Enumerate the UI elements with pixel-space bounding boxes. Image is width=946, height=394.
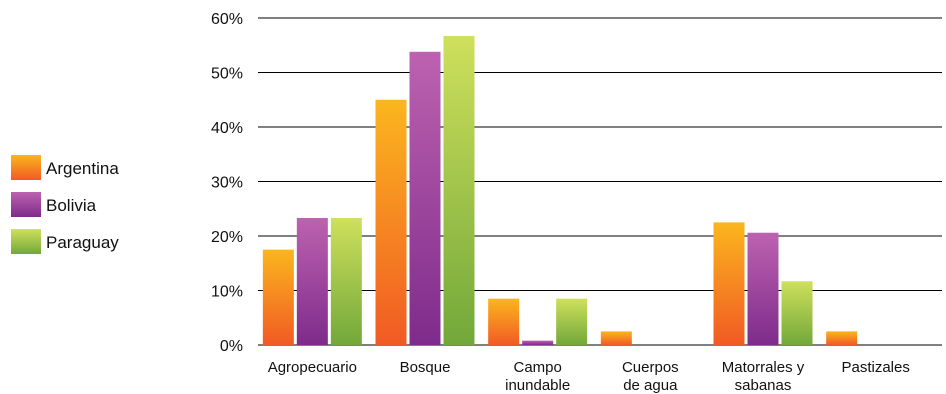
x-tick-label: Agropecuario — [268, 359, 357, 376]
y-tick-label: 30% — [211, 175, 243, 192]
bar-bolivia — [747, 232, 779, 345]
x-tick-label: Matorrales y sabanas — [722, 359, 805, 394]
legend-swatch-bolivia — [11, 192, 41, 217]
legend-label-paraguay: Paraguay — [46, 233, 119, 252]
x-tick-label: Bosque — [400, 359, 451, 376]
y-tick-label: 50% — [211, 66, 243, 83]
bar-paraguay — [443, 35, 475, 346]
bar-argentina — [600, 331, 632, 345]
legend: Argentina Bolivia Paraguay — [11, 155, 119, 254]
y-tick-label: 60% — [211, 11, 243, 28]
bar-argentina — [375, 99, 407, 345]
bar-paraguay — [781, 281, 813, 345]
y-tick-label: 20% — [211, 229, 243, 246]
legend-label-argentina: Argentina — [46, 159, 119, 178]
bar-argentina — [713, 222, 745, 345]
x-tick-label: Campo inundable — [505, 359, 570, 394]
bar-argentina — [262, 249, 294, 345]
x-tick-label: Cuerpos de agua — [622, 359, 679, 394]
bar-bolivia — [409, 51, 441, 345]
gridlines — [258, 17, 942, 346]
x-axis: Agropecuario Bosque Campo inundable Cuerpos d… — [268, 359, 910, 394]
y-tick-label: 10% — [211, 284, 243, 301]
x-tick-label: Pastizales — [841, 359, 909, 376]
bar-paraguay — [556, 298, 588, 345]
legend-swatch-paraguay — [11, 229, 41, 254]
legend-label-bolivia: Bolivia — [46, 196, 97, 215]
bar-argentina — [488, 298, 520, 345]
legend-swatch-argentina — [11, 155, 41, 180]
y-tick-label: 40% — [211, 120, 243, 137]
bar-bolivia — [522, 340, 554, 345]
bar-argentina — [826, 331, 858, 345]
bars — [262, 35, 858, 346]
y-axis: 0% 10% 20% 30% 40% 50% 60% — [211, 11, 243, 355]
bar-paraguay — [330, 218, 362, 345]
bar-bolivia — [296, 218, 328, 345]
y-tick-label: 0% — [220, 338, 243, 355]
